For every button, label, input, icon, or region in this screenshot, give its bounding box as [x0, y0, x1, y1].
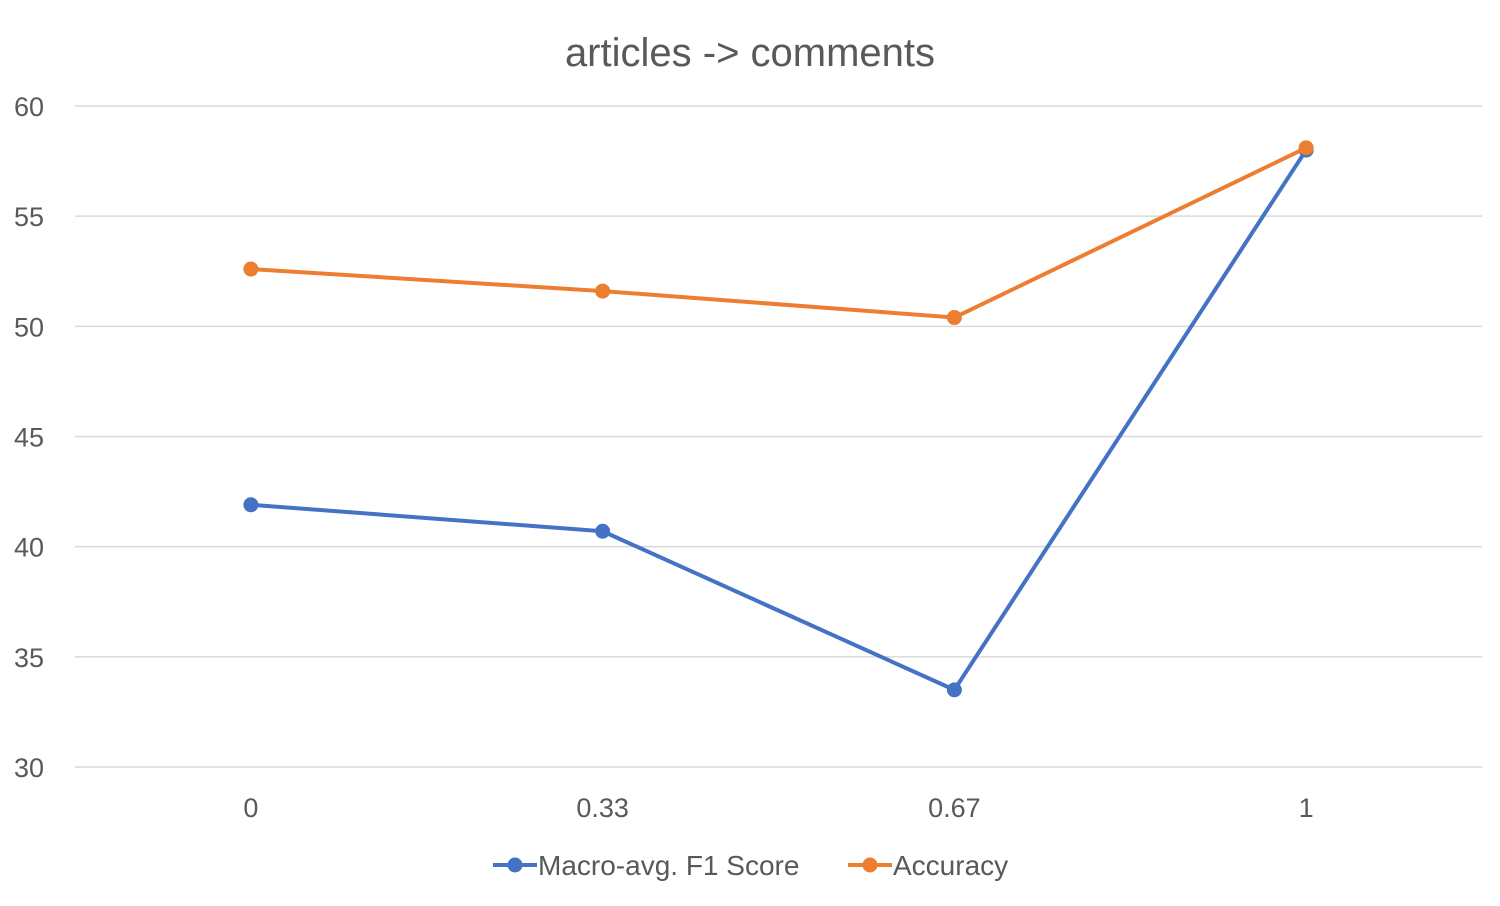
- gridlines: [75, 105, 1482, 768]
- y-tick-label: 40: [14, 533, 44, 563]
- data-point: [946, 682, 962, 698]
- y-tick-label: 35: [14, 643, 44, 673]
- data-point: [1298, 140, 1314, 156]
- data-point: [946, 310, 962, 326]
- series-group: [243, 140, 1314, 698]
- x-axis-ticks: 0 0.33 0.67 1: [243, 793, 1313, 823]
- y-tick-label: 45: [14, 423, 44, 453]
- legend-swatch-marker: [862, 857, 878, 873]
- legend: Macro-avg. F1 Score Accuracy: [493, 850, 1008, 881]
- x-tick-label: 1: [1299, 793, 1314, 823]
- chart-title: articles -> comments: [565, 31, 935, 75]
- legend-item: Accuracy: [848, 850, 1008, 881]
- legend-swatch-marker: [507, 857, 523, 873]
- y-tick-label: 55: [14, 202, 44, 232]
- y-tick-label: 30: [14, 753, 44, 783]
- y-axis-ticks: 30 35 40 45 50 55 60: [14, 92, 44, 783]
- x-tick-label: 0: [243, 793, 258, 823]
- legend-label: Macro-avg. F1 Score: [538, 850, 799, 881]
- data-point: [243, 497, 259, 513]
- x-tick-label: 0.67: [928, 793, 981, 823]
- data-point: [243, 261, 259, 277]
- series-line: [248, 145, 1309, 320]
- data-point: [595, 523, 611, 539]
- series-accuracy: [243, 140, 1314, 326]
- data-point: [595, 283, 611, 299]
- legend-label: Accuracy: [893, 850, 1008, 881]
- y-tick-label: 60: [14, 92, 44, 122]
- legend-item: Macro-avg. F1 Score: [493, 850, 799, 881]
- x-tick-label: 0.33: [576, 793, 629, 823]
- series-macro-f1: [243, 142, 1314, 698]
- series-line: [248, 148, 1309, 692]
- y-tick-label: 50: [14, 312, 44, 342]
